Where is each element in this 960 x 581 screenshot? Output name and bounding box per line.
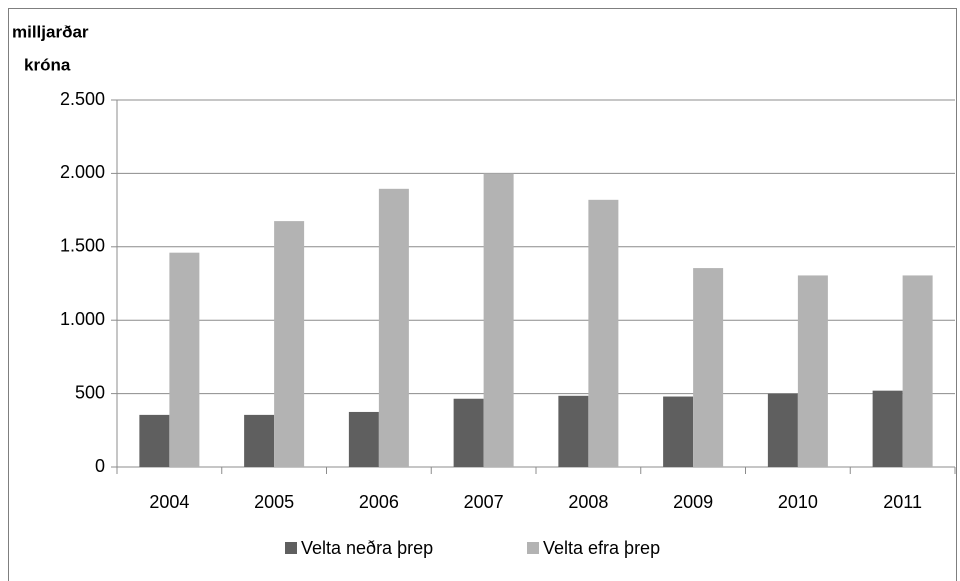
legend-label: Velta neðra þrep	[301, 538, 433, 558]
y-axis-label: milljarðar	[12, 22, 89, 41]
bar	[872, 390, 903, 467]
bar	[797, 275, 828, 467]
x-tick-label: 2004	[149, 492, 189, 512]
bar	[693, 268, 724, 467]
bar	[453, 398, 484, 467]
y-tick-label: 2.500	[60, 89, 105, 109]
bar	[244, 414, 275, 467]
x-tick-label: 2006	[359, 492, 399, 512]
legend-swatch	[527, 542, 539, 554]
bar	[378, 188, 409, 467]
y-axis-label: króna	[24, 55, 71, 74]
chart-frame	[8, 8, 957, 581]
x-tick-label: 2011	[883, 492, 922, 512]
legend-label: Velta efra þrep	[543, 538, 660, 558]
bar	[139, 414, 170, 467]
bar	[902, 275, 933, 467]
bar	[558, 395, 589, 467]
bar	[767, 393, 798, 467]
bar	[483, 173, 514, 467]
y-tick-label: 0	[95, 456, 105, 476]
bar	[274, 221, 305, 467]
y-tick-label: 2.000	[60, 162, 105, 182]
bar	[663, 396, 694, 467]
x-tick-label: 2008	[568, 492, 608, 512]
x-tick-label: 2007	[464, 492, 504, 512]
x-tick-label: 2009	[673, 492, 713, 512]
legend-swatch	[285, 542, 297, 554]
x-tick-label: 2010	[778, 492, 818, 512]
bar	[169, 252, 200, 467]
y-tick-label: 500	[75, 382, 105, 402]
bar	[588, 199, 619, 467]
y-tick-label: 1.500	[60, 236, 105, 256]
y-tick-label: 1.000	[60, 309, 105, 329]
bar	[348, 411, 379, 467]
x-tick-label: 2005	[254, 492, 294, 512]
